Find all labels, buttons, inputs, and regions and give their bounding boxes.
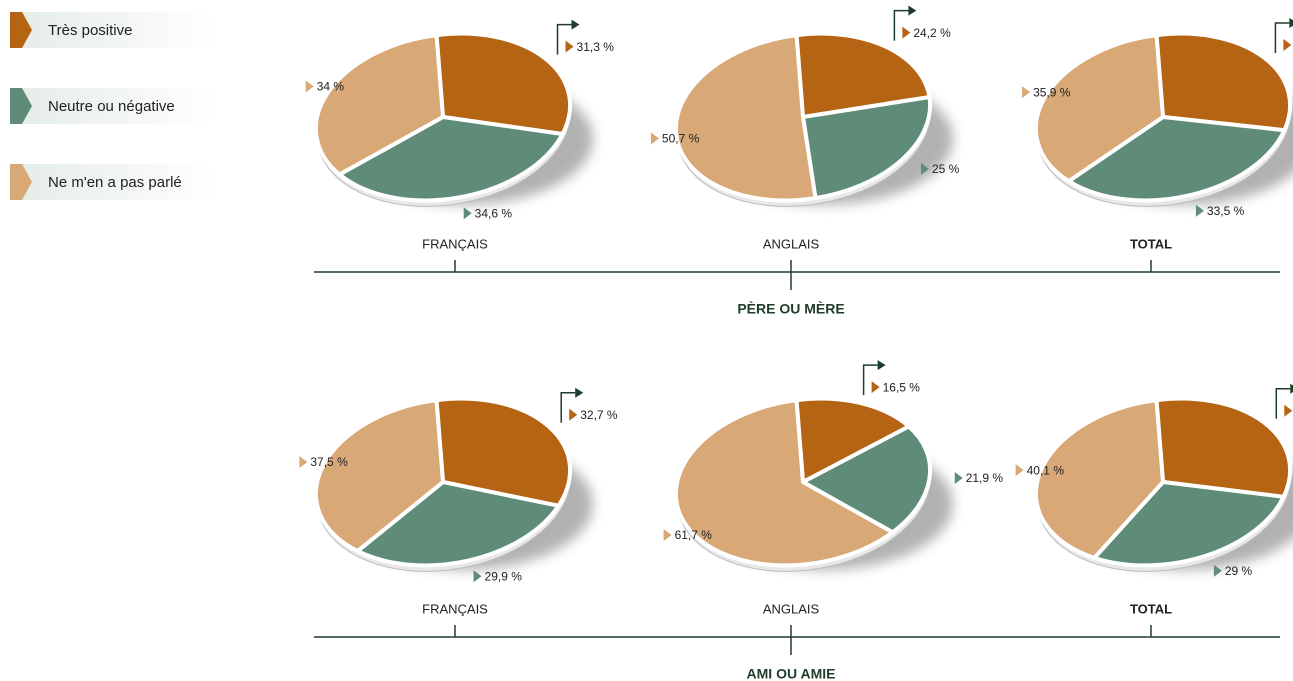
value-label: 21,9 % — [966, 471, 1004, 485]
label-flag — [862, 364, 878, 396]
legend-box — [10, 88, 215, 124]
pie-title: FRANÇAIS — [422, 236, 488, 251]
label-flag-head — [1290, 383, 1293, 394]
legend-label: Ne m'en a pas parlé — [48, 174, 182, 191]
pie-slice — [794, 31, 932, 119]
pie-title: FRANÇAIS — [422, 601, 488, 616]
label-flag — [1274, 22, 1290, 54]
pie-slice — [1092, 480, 1286, 568]
label-flag-head — [908, 5, 917, 16]
value-label: 31,3 % — [577, 40, 615, 54]
pie-slice — [673, 398, 895, 568]
value-label: 35,9 % — [1033, 85, 1071, 99]
label-marker — [1213, 564, 1222, 577]
pie-slice — [794, 396, 911, 484]
pie-slice — [673, 33, 818, 203]
label-flag — [893, 9, 909, 41]
pie-title: ANGLAIS — [763, 601, 820, 616]
pie-title: TOTAL — [1130, 236, 1172, 251]
value-label: 24,2 % — [913, 26, 951, 40]
pie-slice — [434, 31, 573, 137]
group-label: AMI OU AMIE — [747, 666, 836, 681]
label-flag-head — [575, 387, 584, 398]
label-marker — [565, 40, 574, 53]
label-marker — [299, 455, 308, 468]
value-label: 25 % — [932, 162, 960, 176]
label-marker — [473, 570, 482, 583]
legend-box — [10, 164, 215, 200]
label-flag — [560, 391, 576, 423]
pie-slice — [1154, 31, 1293, 133]
legend-box — [10, 12, 215, 48]
label-marker — [305, 80, 314, 93]
pie-slice — [434, 396, 573, 508]
pie-slice — [1154, 396, 1293, 499]
value-label: 50,7 % — [662, 132, 700, 146]
pie-title: ANGLAIS — [763, 236, 820, 251]
label-marker — [1195, 204, 1204, 217]
group-label: PÈRE OU MÈRE — [737, 301, 844, 317]
pie-slice — [355, 480, 561, 568]
pie — [673, 396, 933, 572]
label-flag-head — [877, 360, 886, 371]
pie-slice — [801, 424, 933, 535]
label-marker — [1022, 86, 1031, 99]
value-label: 34,6 % — [475, 206, 513, 220]
label-marker — [663, 529, 672, 542]
label-flag-head — [571, 19, 580, 30]
label-marker — [463, 207, 472, 220]
legend-swatch — [10, 12, 32, 48]
pie-slice — [313, 398, 445, 554]
legend-label: Très positive — [48, 22, 132, 39]
label-marker — [1015, 464, 1024, 477]
pie — [1033, 31, 1293, 207]
value-label: 16,5 % — [883, 380, 921, 394]
label-marker — [569, 408, 578, 421]
label-marker — [954, 471, 963, 484]
value-label: 29,9 % — [485, 569, 523, 583]
pie — [673, 31, 933, 207]
value-label: 61,7 % — [675, 528, 713, 542]
pie — [1033, 396, 1293, 572]
value-label: 33,5 % — [1207, 204, 1245, 218]
pie-slice — [1033, 33, 1165, 184]
label-flag — [1275, 387, 1291, 419]
value-label: 29 % — [1225, 564, 1253, 578]
label-marker — [902, 26, 911, 39]
pie-slice — [313, 33, 445, 177]
value-label: 40,1 % — [1027, 463, 1065, 477]
pie-title: TOTAL — [1130, 601, 1172, 616]
pie — [313, 396, 573, 572]
label-marker — [1284, 404, 1293, 417]
pie-slice — [801, 95, 933, 201]
label-flag-head — [1289, 18, 1293, 29]
pie-slice — [1066, 115, 1287, 203]
label-marker — [650, 132, 659, 145]
label-flag — [556, 23, 572, 55]
pie-slice — [1033, 398, 1165, 560]
pie — [313, 31, 573, 207]
legend-swatch — [10, 88, 32, 124]
value-label: 34 % — [317, 80, 345, 94]
label-marker — [920, 162, 929, 175]
label-marker — [1283, 39, 1292, 52]
label-marker — [871, 381, 880, 394]
value-label: 37,5 % — [310, 455, 348, 469]
legend-label: Neutre ou négative — [48, 98, 175, 115]
legend-swatch — [10, 164, 32, 200]
value-label: 32,7 % — [580, 408, 618, 422]
pie-slice — [337, 115, 565, 203]
